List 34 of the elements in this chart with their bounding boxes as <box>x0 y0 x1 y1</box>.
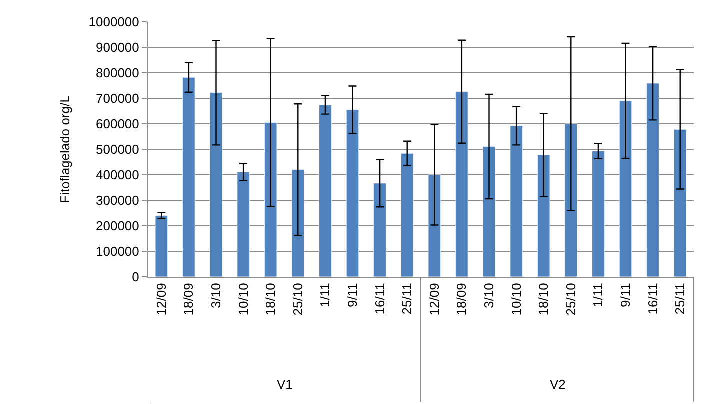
x-tick-label: 25/11 <box>400 283 415 315</box>
y-tick-label: 100000 <box>96 244 140 260</box>
y-tick-label: 900000 <box>96 40 140 56</box>
x-tick-label: 18/09 <box>181 283 196 316</box>
x-tick-label: 12/09 <box>426 283 442 316</box>
x-tick-label: 25/10 <box>563 283 578 316</box>
x-tick-label: 9/11 <box>344 283 360 308</box>
x-tick-label: 18/09 <box>454 283 470 316</box>
y-tick-label: 500000 <box>96 142 140 158</box>
y-tick-label: 800000 <box>96 66 140 81</box>
x-tick-label: 3/10 <box>481 283 496 309</box>
x-tick-label: 1/11 <box>318 283 333 308</box>
x-tick-label: 18/10 <box>263 283 278 316</box>
x-tick-label: 16/11 <box>645 283 660 315</box>
y-tick-label: 0 <box>132 270 140 285</box>
x-tick-label: 25/10 <box>290 283 306 316</box>
x-tick-label: 10/10 <box>508 283 524 316</box>
x-tick-label: 3/10 <box>208 283 224 309</box>
y-tick-label: 200000 <box>96 218 140 234</box>
text: V1 <box>277 377 293 392</box>
x-tick-label: 9/11 <box>618 283 633 308</box>
y-axis-title: Fitoflagelado org/L <box>58 96 73 204</box>
x-tick-label: 12/09 <box>154 283 169 316</box>
y-tick-label: 300000 <box>96 193 140 208</box>
x-tick-label: 16/11 <box>372 283 388 315</box>
x-tick-label: 25/11 <box>672 283 688 315</box>
x-tick-label: 18/10 <box>536 283 552 316</box>
y-tick-label: 1000000 <box>88 14 140 30</box>
x-tick-label: 1/11 <box>590 283 606 308</box>
y-tick-label: 700000 <box>96 91 140 106</box>
text: V2 <box>550 377 566 392</box>
y-tick-label: 600000 <box>96 116 140 132</box>
y-tick-label: 400000 <box>96 168 140 183</box>
x-tick-label: 10/10 <box>236 283 251 316</box>
